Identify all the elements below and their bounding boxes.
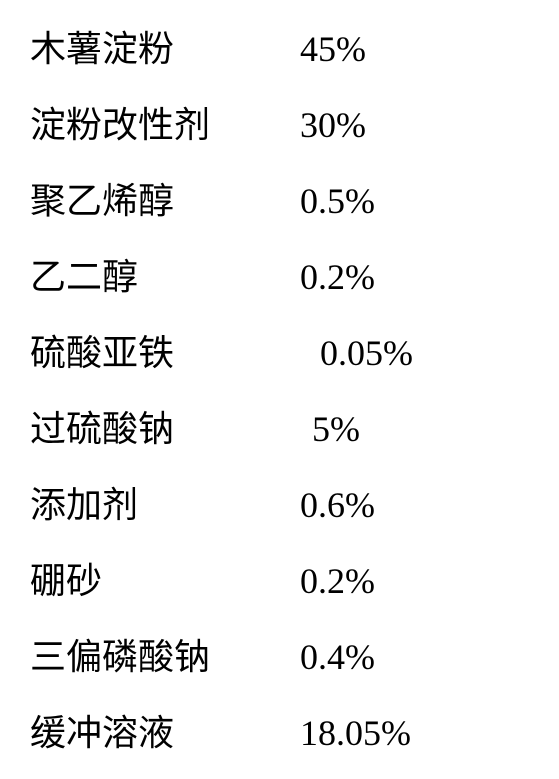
table-row: 缓冲溶液 18.05% (30, 704, 529, 752)
table-row: 淀粉改性剂 30% (30, 96, 529, 144)
ingredient-name: 硼砂 (30, 552, 300, 604)
ingredient-name: 硫酸亚铁 (30, 324, 300, 376)
composition-table: 木薯淀粉 45% 淀粉改性剂 30% 聚乙烯醇 0.5% 乙二醇 0.2% 硫酸… (30, 20, 529, 752)
table-row: 添加剂 0.6% (30, 476, 529, 524)
ingredient-percentage: 5% (300, 408, 360, 450)
table-row: 三偏磷酸钠 0.4% (30, 628, 529, 676)
table-row: 硼砂 0.2% (30, 552, 529, 600)
ingredient-percentage: 18.05% (300, 712, 411, 754)
table-row: 聚乙烯醇 0.5% (30, 172, 529, 220)
ingredient-percentage: 0.5% (300, 180, 375, 222)
ingredient-name: 木薯淀粉 (30, 20, 300, 72)
ingredient-name: 聚乙烯醇 (30, 172, 300, 224)
ingredient-percentage: 0.05% (300, 332, 413, 374)
ingredient-percentage: 30% (300, 104, 366, 146)
ingredient-name: 缓冲溶液 (30, 704, 300, 756)
ingredient-percentage: 0.6% (300, 484, 375, 526)
ingredient-name: 乙二醇 (30, 248, 300, 300)
table-row: 过硫酸钠 5% (30, 400, 529, 448)
ingredient-percentage: 45% (300, 28, 366, 70)
table-row: 硫酸亚铁 0.05% (30, 324, 529, 372)
ingredient-percentage: 0.2% (300, 560, 375, 602)
ingredient-name: 淀粉改性剂 (30, 96, 300, 148)
table-row: 木薯淀粉 45% (30, 20, 529, 68)
ingredient-percentage: 0.4% (300, 636, 375, 678)
table-row: 乙二醇 0.2% (30, 248, 529, 296)
ingredient-name: 过硫酸钠 (30, 400, 300, 452)
ingredient-name: 三偏磷酸钠 (30, 628, 300, 680)
ingredient-percentage: 0.2% (300, 256, 375, 298)
ingredient-name: 添加剂 (30, 476, 300, 528)
